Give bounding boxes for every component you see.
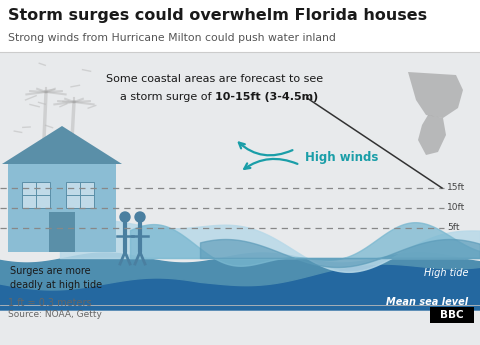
Bar bbox=[49, 212, 75, 252]
Text: BBC: BBC bbox=[440, 310, 464, 320]
Text: 1 ft = 0.3 meters: 1 ft = 0.3 meters bbox=[8, 298, 92, 308]
Text: Surges are more
deadly at high tide: Surges are more deadly at high tide bbox=[10, 266, 102, 290]
Polygon shape bbox=[2, 126, 122, 164]
Bar bbox=[0, 52, 480, 290]
Polygon shape bbox=[408, 72, 463, 118]
Text: Mean sea level: Mean sea level bbox=[386, 297, 468, 307]
Bar bbox=[66, 182, 94, 208]
Circle shape bbox=[120, 212, 130, 222]
Circle shape bbox=[135, 212, 145, 222]
Text: Some coastal areas are forecast to see: Some coastal areas are forecast to see bbox=[107, 74, 324, 84]
Bar bbox=[0, 290, 480, 345]
Bar bbox=[22, 182, 50, 208]
Text: Storm surges could overwhelm Florida houses: Storm surges could overwhelm Florida hou… bbox=[8, 8, 427, 23]
Text: High tide: High tide bbox=[423, 268, 468, 278]
Text: 10ft: 10ft bbox=[447, 204, 465, 213]
Bar bbox=[0, 0, 480, 52]
Text: 5ft: 5ft bbox=[447, 224, 459, 233]
Text: 10-15ft (3-4.5m): 10-15ft (3-4.5m) bbox=[215, 92, 318, 102]
Text: Source: NOAA, Getty: Source: NOAA, Getty bbox=[8, 310, 102, 319]
Text: 15ft: 15ft bbox=[447, 184, 465, 193]
Text: Strong winds from Hurricane Milton could push water inland: Strong winds from Hurricane Milton could… bbox=[8, 33, 336, 43]
FancyBboxPatch shape bbox=[430, 307, 474, 323]
Polygon shape bbox=[418, 115, 446, 155]
Text: a storm surge of: a storm surge of bbox=[120, 92, 215, 102]
Bar bbox=[8, 164, 116, 252]
Text: High winds: High winds bbox=[305, 150, 378, 164]
